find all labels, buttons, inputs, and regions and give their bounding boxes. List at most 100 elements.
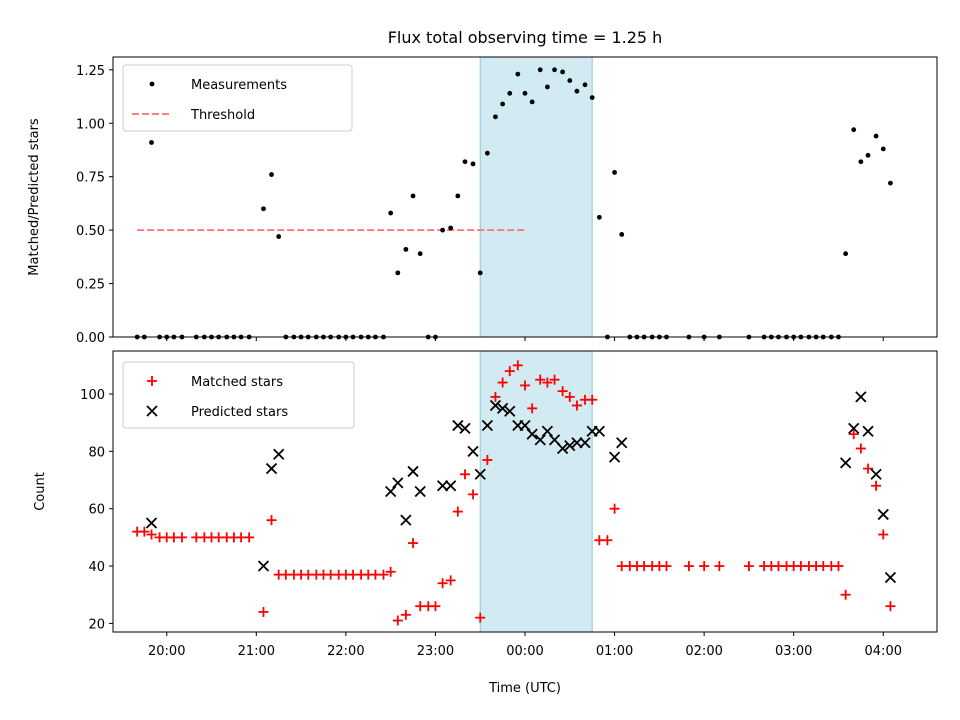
top-observing-span (479, 56, 593, 338)
predicted-star-point (877, 508, 889, 521)
measurement-point (619, 232, 625, 237)
bottom-ytick-label: 40 (88, 560, 105, 575)
measurement-point (261, 206, 266, 212)
predicted-star-point (467, 445, 479, 457)
measurement-point (858, 159, 864, 165)
matched-star-point (400, 609, 411, 620)
x-axis-label: Time (UTC) (488, 681, 561, 696)
xtick-label: 23:00 (417, 644, 454, 659)
matched-star-point (855, 443, 866, 454)
measurement-point (552, 67, 557, 73)
chart-title: Flux total observing time = 1.25 h (388, 28, 663, 47)
legend-predicted-marker (146, 405, 158, 417)
bottom-x-ticks: 20:00 21:00 22:00 23:00 00:00 01:00 02:00 03:00… (148, 632, 902, 659)
predicted-star-point (414, 485, 426, 498)
measurement-point (537, 67, 543, 73)
matched-star-point (408, 538, 419, 549)
bottom-y-ticks: 20 40 60 80 100 (80, 388, 113, 632)
predicted-star-point (571, 437, 583, 449)
matched-star-point (699, 561, 710, 572)
top-y-ticks: 0.00 0.25 0.50 0.75 1.00 1.25 (76, 64, 113, 346)
matched-star-point (609, 503, 620, 514)
matched-star-point (475, 612, 486, 623)
xtick-label: 02:00 (685, 644, 722, 659)
matched-star-point (833, 561, 844, 572)
matched-star-point (482, 454, 493, 465)
top-legend: Measurements Threshold (122, 64, 353, 132)
bottom-ytick-label: 20 (88, 617, 105, 632)
top-panel: 0.00 0.25 0.50 0.75 1.00 1.25 Flux total obse… (27, 28, 938, 346)
predicted-star-point (855, 391, 867, 403)
matched-star-point (557, 386, 568, 397)
top-x-ticks (166, 337, 884, 341)
measurement-point (865, 152, 871, 158)
bottom-legend-label: Predicted stars (191, 405, 288, 420)
predicted-star-point (145, 517, 158, 529)
measurement-point (493, 114, 498, 120)
predicted-star-point (870, 468, 882, 480)
top-legend-label: Threshold (190, 108, 255, 123)
matched-star-point (885, 601, 896, 612)
matched-star-point (661, 561, 672, 572)
measurement-point (574, 88, 580, 94)
measurement-point (462, 159, 468, 165)
predicted-star-point (459, 422, 471, 435)
predicted-star-point (400, 514, 412, 526)
measurement-point (395, 270, 401, 276)
measurement-point (589, 95, 595, 101)
predicted-star-point (407, 465, 419, 478)
top-ytick-label: 0.75 (76, 171, 105, 186)
matched-star-point (871, 480, 882, 491)
matched-star-point (527, 403, 538, 414)
matched-star-point (378, 569, 389, 580)
legend-measurement-marker (149, 81, 155, 87)
predicted-star-point (474, 468, 486, 480)
measurement-point (582, 82, 588, 88)
predicted-star-point (593, 425, 605, 437)
predicted-star-point (436, 480, 449, 492)
predicted-star-point (481, 419, 494, 432)
matched-star-point (714, 561, 725, 572)
measurement-point (470, 161, 476, 167)
predicted-star-point (392, 477, 404, 489)
matched-star-point (743, 561, 754, 572)
measurement-point (440, 227, 445, 233)
matched-star-point (587, 394, 598, 405)
xtick-label: 04:00 (865, 644, 902, 659)
matched-star-point (392, 615, 403, 626)
predicted-star-point (504, 405, 516, 417)
matched-star-point (683, 561, 694, 572)
bottom-ytick-label: 80 (88, 445, 105, 460)
top-ytick-label: 0.25 (76, 278, 105, 293)
measurement-point (507, 90, 513, 96)
bottom-ytick-label: 60 (88, 503, 105, 518)
matched-star-point (258, 606, 269, 617)
matched-star-point (840, 589, 851, 600)
matched-star-point (504, 366, 515, 377)
measurement-point (500, 101, 506, 107)
measurement-point (410, 193, 416, 199)
legend-matched-marker (147, 376, 157, 386)
top-ytick-label: 0.00 (76, 331, 105, 346)
predicted-star-point (848, 422, 860, 435)
predicted-star-point (496, 402, 509, 414)
bottom-ytick-label: 100 (80, 388, 105, 403)
matched-star-point (385, 566, 396, 577)
bottom-y-axis-label: Count (33, 472, 48, 511)
matched-star-point (266, 515, 277, 526)
matched-star-point (535, 374, 546, 385)
predicted-star-point (385, 485, 397, 498)
measurement-point (544, 84, 550, 90)
predicted-star-point (564, 439, 576, 452)
top-ytick-label: 1.00 (76, 117, 105, 132)
matched-star-point (848, 429, 859, 440)
predicted-star-point (541, 425, 554, 437)
predicted-star-point (579, 437, 591, 449)
predicted-star-point (489, 399, 502, 412)
measurement-point (149, 140, 154, 145)
measurement-point (484, 150, 490, 156)
measurement-point (515, 71, 521, 77)
top-y-axis-label: Matched/Predicted stars (27, 118, 42, 276)
measurement-point (522, 90, 528, 96)
matched-star-point (459, 469, 470, 480)
